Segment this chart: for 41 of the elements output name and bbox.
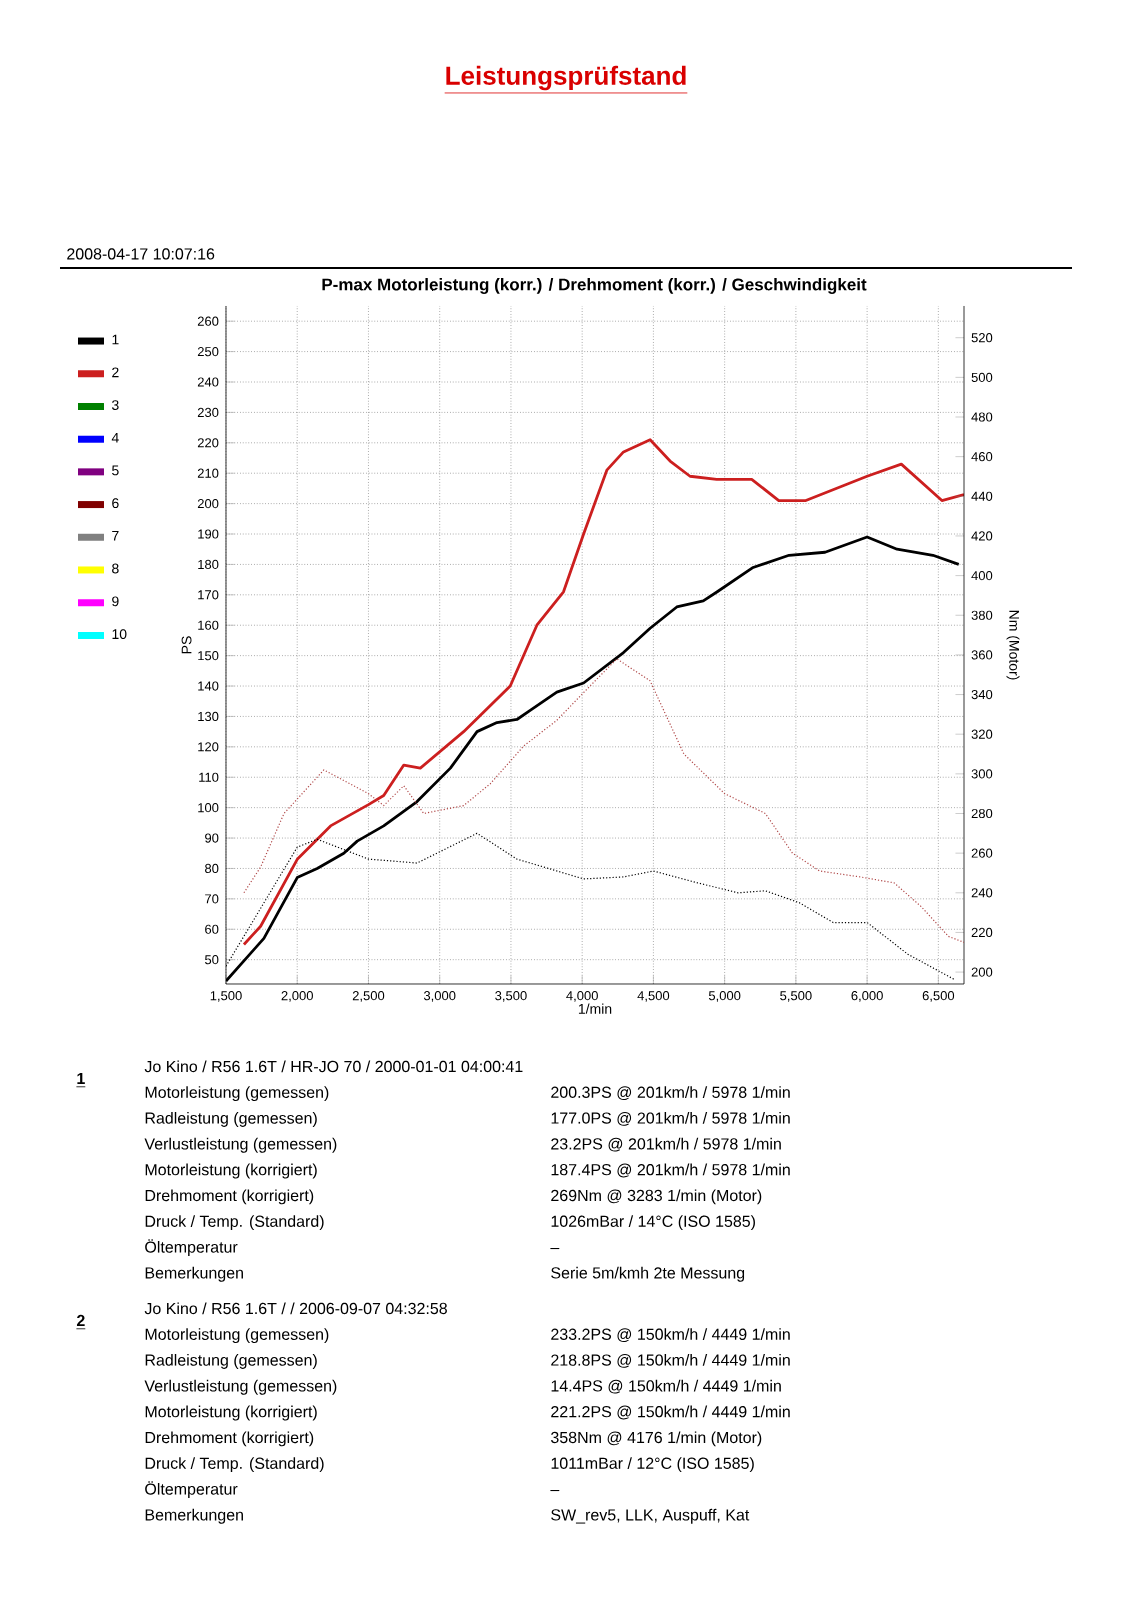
text: Radleistung (gemessen) <box>145 1353 317 1369</box>
text: 1 <box>77 1072 85 1084</box>
text: 200.3PS @ 201km/h / 5978 1/min <box>551 1086 790 1100</box>
text: Öltemperatur <box>145 1481 238 1498</box>
chart-subtitle: P-max Motorleistung (korr.) / Drehmoment (korr.) / Geschwindigkeit <box>322 278 867 294</box>
text: Motorleistung (korrigiert) <box>145 1163 317 1179</box>
text: 177.0PS @ 201km/h / 5978 1/min <box>551 1111 790 1126</box>
text: Serie 5m/kmh 2te Messung <box>551 1266 745 1282</box>
text: Druck / Temp. (Standard) <box>145 1457 324 1473</box>
text: 269Nm @ 3283 1/min (Motor) <box>551 1189 762 1205</box>
text: SW_rev5, LLK, Auspuff, Kat <box>551 1508 750 1524</box>
line-series <box>243 658 965 943</box>
text: Jo Kino / R56 1.6T / / 2006-09-07 04:32:58 <box>144 1302 447 1315</box>
text: 1026mBar / 14°C (ISO 1585) <box>551 1215 755 1231</box>
text: Verlustleistung (gemessen) <box>144 1137 337 1153</box>
text: Jo Kino / R56 1.6T / HR-JO 70 / 2000-01-01 04:00:41 <box>144 1060 523 1073</box>
text: 2008-04-17 10:07:16 <box>67 248 215 260</box>
text: 358Nm @ 4176 1/min (Motor) <box>551 1431 762 1447</box>
text: 23.2PS @ 201km/h / 5978 1/min <box>551 1137 781 1152</box>
text: Drehmoment (korrigiert) <box>145 1431 314 1447</box>
text: 1011mBar / 12°C (ISO 1585) <box>551 1457 754 1473</box>
text: Radleistung (gemessen) <box>145 1111 317 1127</box>
text: 14.4PS @ 150km/h / 4449 1/min <box>551 1379 781 1394</box>
text: Öltemperatur <box>145 1239 238 1256</box>
text: Bemerkungen <box>145 1266 243 1282</box>
text: – <box>550 1248 560 1250</box>
text: – <box>550 1490 560 1492</box>
text: Bemerkungen <box>145 1508 243 1524</box>
text: 233.2PS @ 150km/h / 4449 1/min <box>551 1328 790 1342</box>
line-series <box>242 438 964 946</box>
text: Druck / Temp. (Standard) <box>145 1215 324 1231</box>
text: 221.2PS @ 150km/h / 4449 1/min <box>551 1405 790 1420</box>
chart-title: Leistungsprüfstand <box>446 65 686 91</box>
text: 187.4PS @ 201km/h / 5978 1/min <box>551 1163 790 1178</box>
text: Drehmoment (korrigiert) <box>145 1189 314 1205</box>
text: 218.8PS @ 150km/h / 4449 1/min <box>551 1353 790 1368</box>
text: Verlustleistung (gemessen) <box>144 1379 337 1395</box>
text: 2 <box>76 1314 85 1326</box>
text: Motorleistung (korrigiert) <box>145 1405 317 1421</box>
text: Motorleistung (gemessen) <box>145 1328 329 1344</box>
text: Motorleistung (gemessen) <box>145 1086 329 1102</box>
